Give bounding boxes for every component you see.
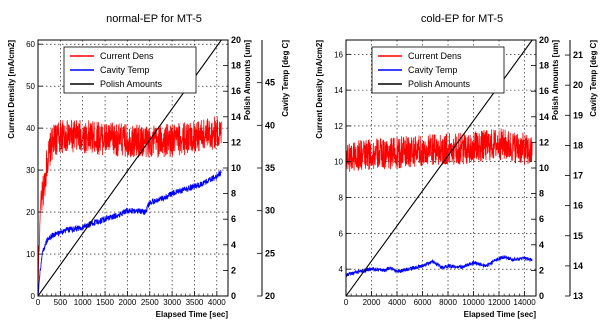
y-tick-label-current: 16 — [334, 50, 343, 59]
y-tick-label-polish: 4 — [539, 240, 544, 250]
y-tick-label-polish: 4 — [231, 240, 236, 250]
chart-title: normal-EP for MT-5 — [106, 13, 202, 25]
x-tick-label: 2000 — [363, 298, 381, 307]
y-tick-label-polish: 10 — [231, 163, 241, 173]
y-tick-label-current: 0 — [31, 292, 36, 301]
y-tick-label-polish: 16 — [231, 86, 241, 96]
x-tick-label: 10000 — [462, 298, 485, 307]
x-axis-label: Elapsed Time [sec] — [464, 310, 537, 319]
y-tick-label-temp: 25 — [265, 248, 275, 258]
y-tick-label-polish: 14 — [231, 112, 241, 122]
x-tick-label: 4000 — [388, 298, 406, 307]
x-axis-label: Elapsed Time [sec] — [156, 310, 229, 319]
x-tick-label: 3500 — [186, 298, 204, 307]
y-tick-label-current: 8 — [339, 194, 344, 203]
y-tick-label-polish: 12 — [231, 137, 241, 147]
y-tick-label-polish: 14 — [539, 112, 549, 122]
series-line-cavity-temp — [346, 254, 533, 278]
y-tick-label-current: 14 — [334, 86, 343, 95]
y-tick-label-temp: 19 — [573, 110, 583, 120]
x-tick-label: 1000 — [74, 298, 92, 307]
y-axis-label-temp: Cavity Temp [deg C] — [589, 40, 598, 117]
legend: Current Dens Cavity Temp Polish Amounts — [371, 46, 505, 94]
y-tick-label-polish: 0 — [539, 291, 544, 301]
legend: Current Dens Cavity Temp Polish Amounts — [63, 46, 197, 94]
y-tick-label-temp: 20 — [573, 80, 583, 90]
x-tick-label: 12000 — [488, 298, 511, 307]
y-axis-label-polish: Polish Amounts [um] — [243, 40, 252, 120]
y-tick-label-current: 10 — [26, 250, 35, 259]
y-tick-label-temp: 16 — [573, 201, 583, 211]
y-tick-label-polish: 0 — [231, 291, 236, 301]
series-line-current-dens — [346, 128, 533, 172]
y-tick-label-polish: 6 — [539, 214, 544, 224]
legend-entry: Cavity Temp — [100, 65, 149, 75]
y-tick-label-polish: 12 — [539, 137, 549, 147]
y-tick-label-polish: 2 — [539, 265, 544, 275]
y-tick-label-polish: 18 — [231, 61, 241, 71]
y-tick-label-temp: 40 — [265, 120, 275, 130]
y-tick-label-polish: 2 — [231, 265, 236, 275]
y-tick-label-temp: 20 — [265, 291, 275, 301]
y-tick-label-current: 40 — [26, 124, 35, 133]
y-tick-label-polish: 20 — [539, 35, 549, 45]
y-tick-label-polish: 6 — [231, 214, 236, 224]
y-tick-label-current: 6 — [339, 229, 344, 238]
y-tick-label-polish: 8 — [231, 189, 236, 199]
y-tick-label-temp: 14 — [573, 261, 583, 271]
chart-panel-normal-ep: normal-EP for MT-50 500 1000 1500 2000 2500 30… — [7, 13, 290, 319]
x-tick-label: 14000 — [513, 298, 536, 307]
y-tick-label-polish: 8 — [539, 189, 544, 199]
x-tick-label: 8000 — [439, 298, 457, 307]
y-tick-label-temp: 30 — [265, 206, 275, 216]
y-tick-label-current: 60 — [26, 40, 35, 49]
y-tick-label-polish: 10 — [539, 163, 549, 173]
legend-entry: Current Dens — [408, 51, 462, 61]
chart-panel-cold-ep: cold-EP for MT-50 2000 4000 6000 8000 10000 12… — [315, 13, 598, 319]
y-tick-label-current: 4 — [339, 265, 344, 274]
y-tick-label-polish: 18 — [539, 61, 549, 71]
x-tick-label: 6000 — [414, 298, 432, 307]
y-tick-label-temp: 18 — [573, 140, 583, 150]
y-tick-label-current: 50 — [26, 82, 35, 91]
y-tick-label-temp: 13 — [573, 291, 583, 301]
y-tick-label-polish: 20 — [231, 35, 241, 45]
y-tick-label-current: 20 — [26, 208, 35, 217]
y-tick-label-current: 10 — [334, 158, 343, 167]
y-axis-label-current: Current Density [mA/cm2] — [7, 40, 16, 139]
legend-entry: Polish Amounts — [408, 79, 471, 89]
x-tick-label: 2500 — [141, 298, 159, 307]
y-axis-label-current: Current Density [mA/cm2] — [315, 40, 324, 139]
x-tick-label: 3000 — [163, 298, 181, 307]
x-tick-label: 0 — [36, 298, 41, 307]
y-tick-label-current: 12 — [334, 122, 343, 131]
y-tick-label-temp: 17 — [573, 171, 583, 181]
y-axis-label-polish: Polish Amounts [um] — [551, 40, 560, 120]
series-line-current-dens — [38, 116, 222, 289]
y-tick-label-temp: 21 — [573, 50, 583, 60]
x-tick-label: 500 — [54, 298, 68, 307]
x-tick-label: 0 — [344, 298, 349, 307]
x-tick-label: 4000 — [208, 298, 226, 307]
y-tick-label-temp: 15 — [573, 231, 583, 241]
chart-title: cold-EP for MT-5 — [421, 13, 503, 25]
legend-entry: Polish Amounts — [100, 79, 163, 89]
y-axis-label-temp: Cavity Temp [deg C] — [281, 40, 290, 117]
x-tick-label: 1500 — [96, 298, 114, 307]
y-tick-label-temp: 35 — [265, 163, 275, 173]
x-tick-label: 2000 — [119, 298, 137, 307]
legend-entry: Current Dens — [100, 51, 154, 61]
series-line-cavity-temp — [38, 169, 222, 296]
y-tick-label-polish: 16 — [539, 86, 549, 96]
legend-entry: Cavity Temp — [408, 65, 457, 75]
y-tick-label-temp: 45 — [265, 78, 275, 88]
y-tick-label-current: 30 — [26, 166, 35, 175]
